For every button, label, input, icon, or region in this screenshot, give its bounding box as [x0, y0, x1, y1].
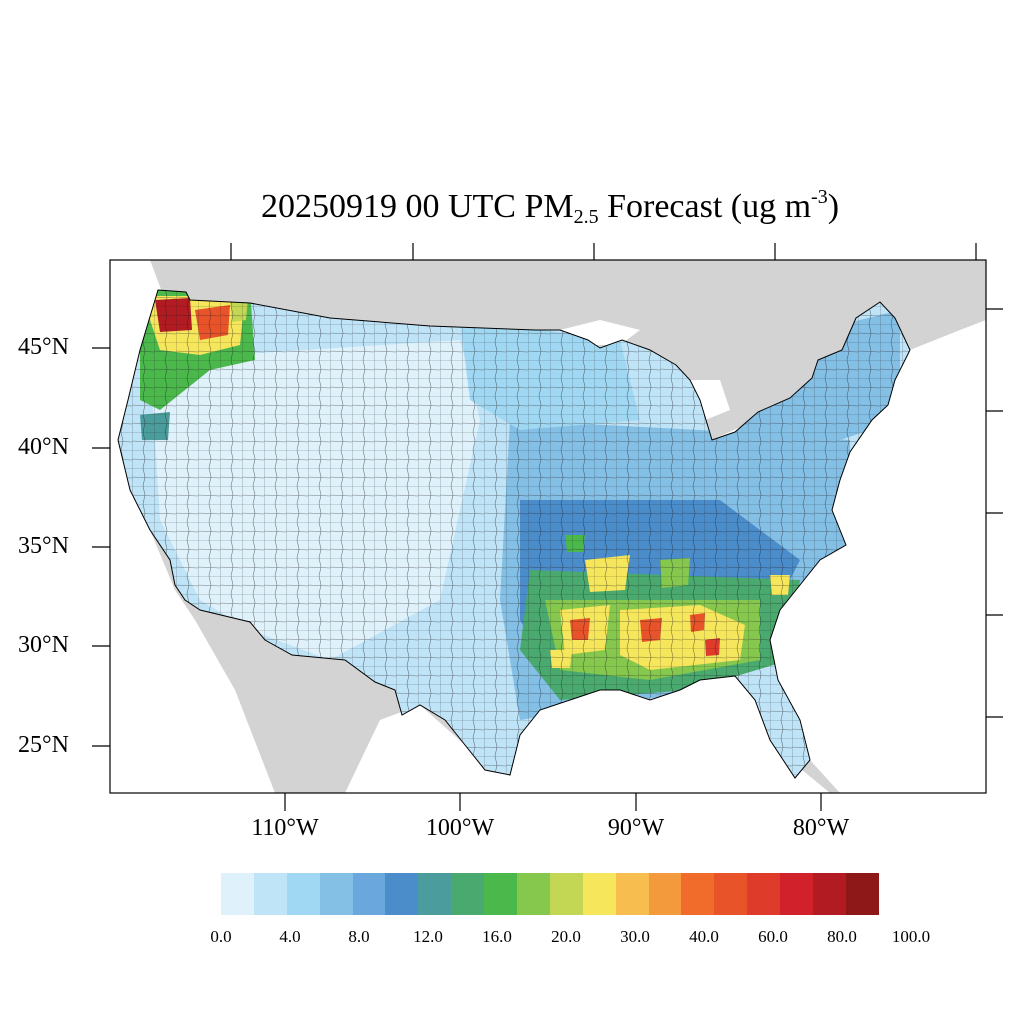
lon-label-100w: 100°W: [425, 815, 495, 841]
bottom-ticks: [284, 793, 822, 811]
colorbar-swatch: [352, 873, 386, 915]
colorbar-swatch: [648, 873, 682, 915]
title-subscript: 2.5: [573, 206, 599, 228]
colorbar-swatch: [549, 873, 583, 915]
title-unit: Forecast (ug m: [598, 188, 812, 225]
colorbar-swatch: [319, 873, 353, 915]
colorbar-label: 16.0: [482, 927, 512, 946]
colorbar-swatch: [451, 873, 485, 915]
colorbar-swatch: [681, 873, 715, 915]
title-unit-close: ): [827, 188, 840, 225]
title-superscript: -3: [811, 186, 828, 208]
colorbar-swatch: [615, 873, 649, 915]
colorbar-swatch: [813, 873, 846, 915]
colorbar-label: 20.0: [551, 927, 581, 946]
colorbar: [220, 872, 880, 916]
colorbar-label: 8.0: [348, 927, 370, 946]
lat-label-25: 25°N: [18, 732, 69, 758]
top-ticks: [230, 243, 977, 260]
pacific-ocean: [110, 260, 275, 793]
colorbar-swatch: [517, 873, 550, 915]
colorbar-swatch: [385, 873, 419, 915]
gulf-of-mexico: [345, 676, 830, 793]
colorbar-swatch: [484, 873, 518, 915]
lon-label-80w: 80°W: [792, 815, 850, 841]
lat-label-30: 30°N: [18, 632, 69, 658]
map-title: 20250919 00 UTC PM2.5 Forecast (ug m-3): [0, 186, 1024, 229]
colorbar-swatch: [286, 873, 320, 915]
lon-label-110w: 110°W: [251, 815, 319, 841]
colorbar-swatch: [845, 873, 879, 915]
colorbar-swatch: [780, 873, 814, 915]
colorbar-label: 60.0: [758, 927, 788, 946]
map-frame: [109, 259, 987, 794]
lon-label-90w: 90°W: [607, 815, 665, 841]
lat-label-35: 35°N: [18, 533, 69, 559]
colorbar-label: 30.0: [620, 927, 650, 946]
lat-label-45: 45°N: [18, 334, 69, 360]
colorbar-swatch: [582, 873, 616, 915]
colorbar-label: 12.0: [413, 927, 443, 946]
colorbar-swatch: [221, 873, 254, 915]
colorbar-swatch: [253, 873, 287, 915]
title-main: 20250919 00 UTC PM: [260, 188, 574, 225]
lat-label-40: 40°N: [18, 434, 69, 460]
left-ticks: [92, 347, 110, 747]
colorbar-swatch: [418, 873, 452, 915]
colorbar-label: 80.0: [827, 927, 857, 946]
colorbar-label: 100.0: [891, 927, 931, 946]
map-frame-contents: [110, 260, 986, 793]
colorbar-swatch: [714, 873, 748, 915]
colorbar-swatch: [747, 873, 781, 915]
right-ticks: [986, 308, 1003, 718]
us-outline: [117, 289, 911, 779]
colorbar-label: 4.0: [279, 927, 301, 946]
colorbar-label: 40.0: [689, 927, 719, 946]
atlantic-ocean: [770, 320, 986, 793]
colorbar-label: 0.0: [210, 927, 232, 946]
